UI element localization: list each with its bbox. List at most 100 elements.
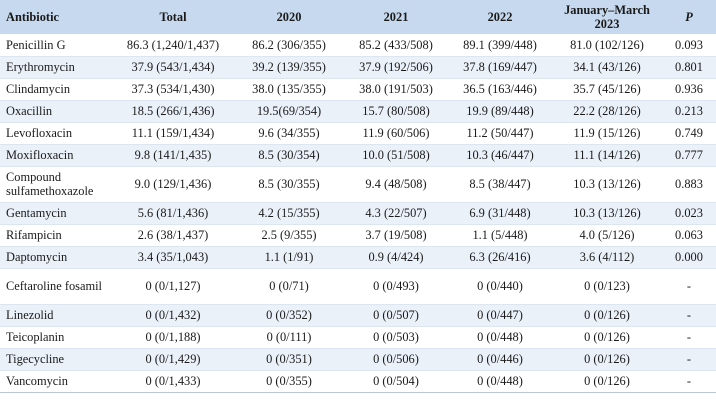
p-value-cell: 0.936 (675, 82, 703, 96)
year-2020-cell: 38.0 (135/355) (252, 82, 326, 96)
total-cell: 0 (0/1,429) (145, 352, 201, 366)
header-total: Total (159, 10, 187, 24)
year-2020-cell: 1.1 (1/91) (264, 250, 314, 264)
header-2023-line2: 2023 (594, 17, 620, 31)
table-row: Tigecycline 0 (0/1,429) 0 (0/351) 0 (0/506)… (0, 348, 716, 370)
antibiotic-cell: Gentamycin (6, 206, 67, 220)
year-2022-cell: 0 (0/447) (477, 308, 523, 322)
table-row: Penicillin G 86.3 (1,240/1,437) 86.2 (306/… (0, 34, 716, 56)
year-2020-cell: 2.5 (9/355) (261, 228, 317, 242)
year-2021-cell: 85.2 (433/508) (359, 37, 433, 52)
p-value-cell: - (686, 330, 692, 344)
year-2022-cell: 8.5 (38/447) (469, 177, 531, 191)
header-2020: 2020 (276, 10, 302, 24)
year-2021-cell: 10.0 (51/508) (362, 148, 430, 162)
year-2021-cell: 0 (0/507) (373, 308, 419, 322)
year-2021-cell: 11.9 (60/506) (362, 126, 430, 140)
year-2023-cell: 0 (0/123) (584, 279, 630, 293)
table-row: Oxacillin 18.5 (266/1,436) 19.5(69/354) 15.… (0, 100, 716, 122)
p-value-cell: 0.093 (675, 37, 703, 52)
year-2022-cell: 19.9 (89/448) (466, 104, 534, 118)
year-2020-cell: 19.5(69/354) (256, 104, 322, 118)
antibiotic-cell: Levofloxacin (6, 126, 73, 140)
antibiotic-cell: Vancomycin (6, 374, 68, 388)
total-cell: 5.6 (81/1,436) (137, 206, 209, 220)
table-row: Compound sulfamethoxazole 9.0 (129/1,436)… (0, 166, 716, 202)
table-row: Clindamycin 37.3 (534/1,430) 38.0 (135/355… (0, 78, 716, 100)
year-2022-cell: 10.3 (46/447) (466, 148, 534, 162)
year-2022-cell: 37.8 (169/447) (463, 60, 537, 74)
total-cell: 0 (0/1,127) (145, 279, 201, 293)
year-2022-cell: 0 (0/448) (477, 374, 523, 388)
year-2022-cell: 89.1 (399/448) (463, 37, 537, 52)
year-2020-cell: 9.6 (34/355) (258, 126, 320, 140)
antibiotic-cell: Daptomycin (6, 250, 68, 264)
antibiotic-cell: Penicillin G (6, 37, 66, 52)
year-2023-cell: 10.3 (13/126) (573, 206, 641, 220)
total-cell: 37.3 (534/1,430) (131, 82, 215, 96)
p-value-cell: 0.063 (675, 228, 703, 242)
table-row: Gentamycin 5.6 (81/1,436) 4.2 (15/355) 4.3 … (0, 202, 716, 224)
year-2020-cell: 4.2 (15/355) (258, 206, 320, 220)
p-value-cell: - (686, 308, 692, 322)
year-2021-cell: 15.7 (80/508) (362, 104, 430, 118)
antibiotic-cell: Tigecycline (6, 352, 65, 366)
header-2023-line1: January–March (564, 3, 650, 17)
p-value-cell: - (686, 352, 692, 366)
total-cell: 0 (0/1,188) (145, 330, 201, 344)
table-row: Rifampicin 2.6 (38/1,437) 2.5 (9/355) 3.7 (… (0, 224, 716, 246)
antibiotic-cell: Oxacillin (6, 104, 53, 118)
p-value-cell: 0.749 (675, 126, 703, 140)
year-2021-cell: 0 (0/504) (373, 374, 419, 388)
table-row: Teicoplanin 0 (0/1,188) 0 (0/111) 0 (0/503)… (0, 326, 716, 348)
table-body: Penicillin G 86.3 (1,240/1,437) 86.2 (306/… (0, 34, 716, 392)
antibiotic-cell: Teicoplanin (6, 330, 65, 344)
table-row: Erythromycin 37.9 (543/1,434) 39.2 (139/35… (0, 56, 716, 78)
year-2020-cell: 0 (0/351) (266, 352, 312, 366)
year-2022-cell: 0 (0/440) (477, 279, 523, 293)
year-2020-cell: 0 (0/355) (266, 374, 312, 388)
antibiotic-cell: Compound sulfamethoxazole (6, 170, 94, 198)
antibiotic-cell: Ceftaroline fosamil (6, 279, 102, 293)
header-2023: January–March 2023 (552, 0, 662, 34)
total-cell: 0 (0/1,433) (145, 374, 201, 388)
year-2022-cell: 1.1 (5/448) (472, 228, 528, 242)
year-2022-cell: 6.3 (26/416) (469, 250, 531, 264)
total-cell: 37.9 (543/1,434) (131, 60, 215, 74)
total-cell: 0 (0/1,432) (145, 308, 201, 322)
year-2021-cell: 37.9 (192/506) (359, 60, 433, 74)
total-cell: 3.4 (35/1,043) (137, 250, 209, 264)
year-2022-cell: 36.5 (163/446) (463, 82, 537, 96)
antibiotic-cell: Rifampicin (6, 228, 62, 242)
year-2023-cell: 4.0 (5/126) (579, 228, 635, 242)
antibiotic-cell: Erythromycin (6, 60, 75, 74)
year-2022-cell: 6.9 (31/448) (469, 206, 531, 220)
year-2023-cell: 22.2 (28/126) (573, 104, 641, 118)
antibiotic-cell: Linezolid (6, 308, 54, 322)
year-2023-cell: 3.6 (4/112) (579, 250, 635, 264)
antibiotic-cell: Clindamycin (6, 82, 71, 96)
total-cell: 9.8 (141/1,435) (134, 148, 212, 162)
year-2023-cell: 81.0 (102/126) (570, 37, 644, 52)
year-2023-cell: 11.1 (14/126) (573, 148, 641, 162)
year-2023-cell: 34.1 (43/126) (573, 60, 641, 74)
header-p-value: P (685, 10, 693, 24)
year-2023-cell: 0 (0/126) (584, 308, 630, 322)
table-row: Daptomycin 3.4 (35/1,043) 1.1 (1/91) 0.9 (4… (0, 246, 716, 268)
year-2023-cell: 0 (0/126) (584, 352, 630, 366)
year-2023-cell: 10.3 (13/126) (573, 177, 641, 191)
total-cell: 11.1 (159/1,434) (131, 126, 215, 140)
year-2020-cell: 8.5 (30/354) (258, 148, 320, 162)
year-2021-cell: 38.0 (191/503) (359, 82, 433, 96)
year-2023-cell: 0 (0/126) (584, 330, 630, 344)
year-2021-cell: 3.7 (19/508) (365, 228, 427, 242)
year-2021-cell: 0 (0/493) (373, 279, 419, 293)
total-cell: 18.5 (266/1,436) (131, 104, 215, 118)
p-value-cell: 0.883 (675, 177, 703, 191)
year-2021-cell: 9.4 (48/508) (365, 177, 427, 191)
p-value-cell: 0.023 (675, 206, 703, 220)
header-2021: 2021 (383, 10, 409, 24)
header-antibiotic: Antibiotic (6, 10, 60, 24)
year-2020-cell: 8.5 (30/355) (258, 177, 320, 191)
